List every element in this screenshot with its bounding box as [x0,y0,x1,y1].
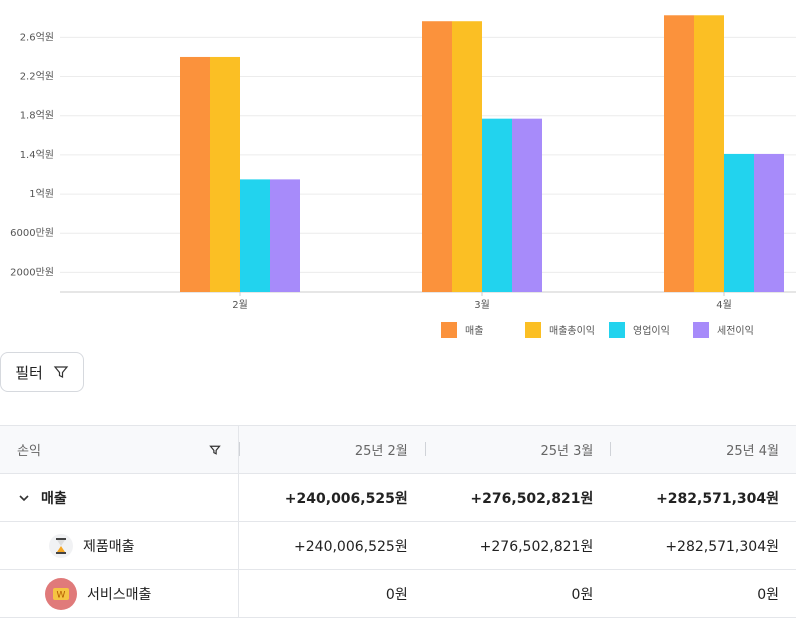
legend-swatch [525,322,541,338]
legend-label: 영업이익 [633,324,670,337]
coin-icon: W [45,577,77,610]
cell: +276,502,821원 [424,521,611,570]
bar [180,56,210,293]
header-cell: 25년 2월 [238,425,425,474]
legend-swatch [693,322,709,338]
row-label: 매출 [41,490,67,507]
header-text: 25년 4월 [726,444,779,459]
cell: 제품매출 [0,521,239,570]
header-cell: 손익 [0,425,239,474]
svg-text:W: W [57,590,66,600]
row[interactable]: 매출 +240,006,525원 +276,502,821원 +282,571,… [0,473,796,522]
legend-swatch [609,322,625,338]
legend-swatch [441,322,457,338]
cell: +240,006,525원 [238,473,425,522]
y-tick-label: 2000만원 [10,266,54,278]
header-text: 손익 [17,444,41,459]
filter-icon [53,366,69,378]
bar [694,15,724,293]
y-tick-label: 2.6억원 [20,31,54,43]
x-tick-label: 2월 [232,299,248,311]
cell: 0원 [424,569,611,618]
cell: +240,006,525원 [238,521,425,570]
header-text: 25년 2월 [354,444,408,459]
header-row: 손익 25년 2월 25년 3월 25년 4월 [0,425,796,474]
bar [664,15,694,293]
bar [754,153,784,292]
legend-label: 매출 [465,325,483,337]
x-tick-label: 4월 [716,299,732,311]
header-cell: 25년 4월 [610,425,796,474]
header-cell: 25년 3월 [424,425,611,474]
bar [270,179,300,292]
filter-button[interactable]: 필터 [0,352,84,392]
cell: +282,571,304원 [610,521,796,570]
bar [724,153,754,292]
y-tick-label: 2.2억원 [20,71,54,83]
bar [240,179,270,292]
row[interactable]: 제품매출 +240,006,525원 +276,502,821원 +282,57… [0,521,796,570]
y-tick-label: 1.4억원 [20,149,54,161]
header-text: 25년 3월 [540,444,594,459]
y-tick-label: 6000만원 [10,227,54,239]
x-tick-label: 3월 [474,299,490,311]
filter-label: 필터 [15,363,43,382]
cell: +276,502,821원 [424,473,611,522]
cell: 0원 [238,569,425,618]
y-tick-label: 1.8억원 [20,110,54,122]
legend-label: 세전이익 [717,325,754,337]
legend-label: 매출총이익 [549,325,595,337]
chart: 2000만원 6000만원 1억원 1.4억원 1.8억원 2.2억원 2.6억원 2월 3월 4… [10,15,796,338]
cell: +282,571,304원 [610,473,796,522]
pl-table: 손익 25년 2월 25년 3월 25년 4월 매출 +240,006,525원… [0,425,796,618]
bar [452,21,482,293]
cell: 0원 [610,569,796,618]
column-filter[interactable] [209,444,221,456]
row-label: 서비스매출 [87,586,152,603]
row-label: 제품매출 [83,538,135,555]
hourglass-icon [49,533,73,558]
cell: 매출 [0,473,239,522]
chevron[interactable] [17,491,31,505]
bar [422,21,452,293]
cell: W 서비스매출 [0,569,239,618]
bar [512,118,542,292]
row[interactable]: W 서비스매출 0원 0원 0원 [0,569,796,618]
y-tick-label: 1억원 [29,188,54,200]
bar [210,56,240,293]
bar [482,118,512,292]
